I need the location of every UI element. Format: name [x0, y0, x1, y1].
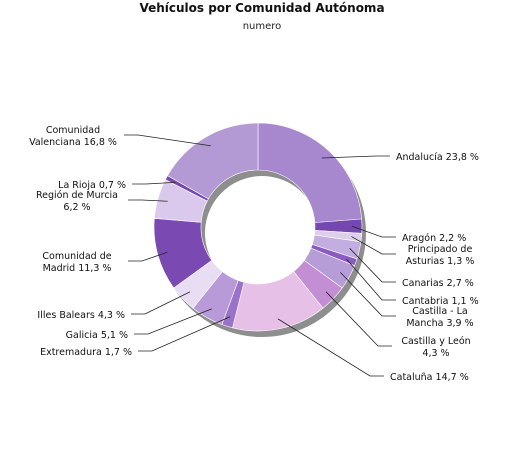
slice-label-line: Valenciana 16,8 % [29, 137, 117, 148]
slice-label-line: 4,3 % [422, 348, 449, 359]
leader-line [277, 318, 384, 377]
slice-label-line: Cantabria 1,1 % [402, 296, 479, 307]
slice-label: Castilla - La Mancha 3,9 % [406, 306, 473, 329]
leader-line [351, 225, 396, 238]
leader-line [124, 134, 211, 147]
leader-line [321, 155, 390, 159]
slice-label-line: Canarias 2,7 % [402, 278, 474, 289]
slice-label-line: Comunidad [46, 125, 100, 136]
leader-line [128, 251, 168, 262]
slice-label-line: Illes Balears 4,3 % [37, 310, 125, 321]
slice-label-line: Galicia 5,1 % [66, 330, 128, 341]
slice-label: Cataluña 14,7 % [390, 372, 469, 383]
slice-label: Castilla y León 4,3 % [401, 336, 470, 359]
chart-subtitle: numero [243, 21, 282, 32]
slice-label-line: 6,2 % [63, 202, 90, 213]
slice-label-line: Extremadura 1,7 % [40, 347, 132, 358]
slice-label-line: Castilla - La [412, 306, 467, 317]
slice-label-line: La Rioja 0,7 % [58, 180, 126, 191]
chart-title: Vehículos por Comunidad Autónoma [139, 1, 384, 15]
slice-label: Canarias 2,7 % [402, 278, 474, 289]
slice-label: Galicia 5,1 % [66, 330, 128, 341]
slice-label: Cantabria 1,1 % [402, 296, 479, 307]
slice-label-line: Mancha 3,9 % [406, 318, 473, 329]
leader-line [138, 316, 231, 352]
leader-line [349, 247, 396, 283]
slice-label-line: Región de Murcia [36, 190, 118, 201]
slice-label-line: Principado de [408, 244, 473, 255]
slice-label-line: Asturias 1,3 % [406, 256, 475, 267]
slice-label: Extremadura 1,7 % [40, 347, 132, 358]
leader-line [346, 258, 396, 301]
leader-line [351, 236, 396, 255]
leader-line [128, 199, 168, 202]
slice-label: Aragón 2,2 % [402, 233, 466, 244]
slice-label: Comunidad de Madrid 11,3 % [42, 251, 111, 274]
donut-slice [167, 122, 259, 200]
leader-line [131, 291, 191, 315]
slice-label: La Rioja 0,7 % [58, 180, 126, 191]
slice-label: Región de Murcia 6,2 % [36, 190, 118, 213]
slice-label-line: Madrid 11,3 % [43, 263, 112, 274]
leader-line [340, 272, 396, 317]
slice-labels: Andalucía 23,8 % Aragón 2,2 %Principado d… [29, 125, 479, 383]
slice-label-line: Cataluña 14,7 % [390, 372, 469, 383]
slice-label: Illes Balears 4,3 % [37, 310, 125, 321]
slice-label: Comunidad Valenciana 16,8 % [29, 125, 117, 148]
slice-label-line: Andalucía 23,8 % [396, 152, 479, 163]
leader-line [132, 182, 176, 185]
slice-label-line: Castilla y León [401, 336, 470, 347]
donut-slice [257, 122, 363, 223]
slice-label: Andalucía 23,8 % [396, 152, 479, 163]
slice-label-line: Aragón 2,2 % [402, 233, 466, 244]
slice-label: Principado de Asturias 1,3 % [406, 244, 475, 267]
leader-line [325, 291, 392, 347]
donut-slices [153, 122, 363, 332]
leader-line [134, 308, 212, 335]
leader-lines [124, 134, 396, 377]
slice-label-line: Comunidad de [42, 251, 111, 262]
